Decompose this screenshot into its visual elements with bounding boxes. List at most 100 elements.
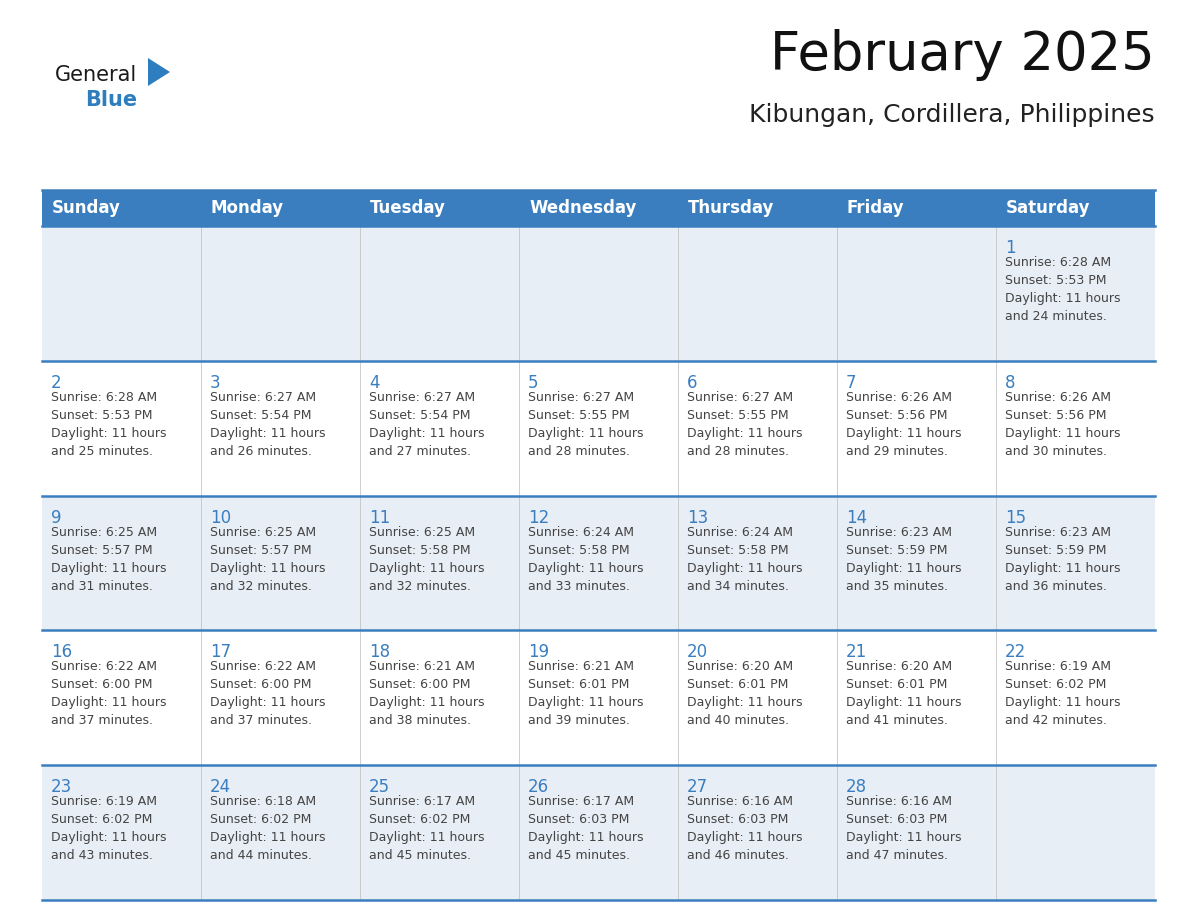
Text: and 42 minutes.: and 42 minutes. [1005,714,1107,727]
Text: Sunrise: 6:16 AM: Sunrise: 6:16 AM [687,795,794,808]
Text: and 25 minutes.: and 25 minutes. [51,445,153,458]
Text: Daylight: 11 hours: Daylight: 11 hours [369,831,485,845]
Text: 22: 22 [1005,644,1026,661]
Text: Sunrise: 6:27 AM: Sunrise: 6:27 AM [210,391,316,404]
Text: Sunset: 6:02 PM: Sunset: 6:02 PM [1005,678,1106,691]
Text: Daylight: 11 hours: Daylight: 11 hours [527,697,644,710]
Text: and 41 minutes.: and 41 minutes. [846,714,948,727]
Text: 26: 26 [527,778,549,796]
Text: 14: 14 [846,509,867,527]
Text: Sunrise: 6:24 AM: Sunrise: 6:24 AM [527,526,634,539]
Bar [42,496,1155,631]
Text: Sunset: 5:57 PM: Sunset: 5:57 PM [210,543,311,556]
Text: Sunset: 6:00 PM: Sunset: 6:00 PM [210,678,311,691]
Text: and 43 minutes.: and 43 minutes. [51,849,153,862]
Text: Sunset: 6:01 PM: Sunset: 6:01 PM [687,678,789,691]
Text: Daylight: 11 hours: Daylight: 11 hours [527,427,644,440]
Text: Wednesday: Wednesday [529,199,637,217]
Text: Daylight: 11 hours: Daylight: 11 hours [846,562,961,575]
Text: Tuesday: Tuesday [369,199,446,217]
Text: Saturday: Saturday [1006,199,1091,217]
Text: Sunrise: 6:16 AM: Sunrise: 6:16 AM [846,795,952,808]
Text: 9: 9 [51,509,62,527]
Text: Sunrise: 6:24 AM: Sunrise: 6:24 AM [687,526,794,539]
Text: Monday: Monday [211,199,284,217]
Text: Sunrise: 6:23 AM: Sunrise: 6:23 AM [846,526,952,539]
Text: 21: 21 [846,644,867,661]
Text: Daylight: 11 hours: Daylight: 11 hours [369,427,485,440]
Text: Daylight: 11 hours: Daylight: 11 hours [1005,562,1120,575]
Text: 7: 7 [846,374,857,392]
Text: Sunrise: 6:20 AM: Sunrise: 6:20 AM [846,660,952,674]
Text: Sunset: 6:01 PM: Sunset: 6:01 PM [846,678,947,691]
Text: Daylight: 11 hours: Daylight: 11 hours [687,831,803,845]
Text: Sunset: 6:00 PM: Sunset: 6:00 PM [51,678,152,691]
Text: 6: 6 [687,374,697,392]
Text: and 30 minutes.: and 30 minutes. [1005,445,1107,458]
Text: 16: 16 [51,644,72,661]
Text: Daylight: 11 hours: Daylight: 11 hours [1005,697,1120,710]
Text: Sunset: 5:58 PM: Sunset: 5:58 PM [527,543,630,556]
Text: Daylight: 11 hours: Daylight: 11 hours [1005,427,1120,440]
Text: and 35 minutes.: and 35 minutes. [846,579,948,593]
Text: Daylight: 11 hours: Daylight: 11 hours [210,427,326,440]
Text: Sunrise: 6:25 AM: Sunrise: 6:25 AM [369,526,475,539]
Text: Sunset: 6:03 PM: Sunset: 6:03 PM [527,813,630,826]
Text: 15: 15 [1005,509,1026,527]
Text: Daylight: 11 hours: Daylight: 11 hours [687,697,803,710]
Text: Sunrise: 6:25 AM: Sunrise: 6:25 AM [210,526,316,539]
Text: Daylight: 11 hours: Daylight: 11 hours [527,562,644,575]
Text: Sunrise: 6:19 AM: Sunrise: 6:19 AM [51,795,157,808]
Text: and 32 minutes.: and 32 minutes. [369,579,470,593]
Text: Sunset: 5:57 PM: Sunset: 5:57 PM [51,543,152,556]
Text: and 29 minutes.: and 29 minutes. [846,445,948,458]
Text: and 37 minutes.: and 37 minutes. [210,714,312,727]
Text: and 24 minutes.: and 24 minutes. [1005,310,1107,323]
Text: Daylight: 11 hours: Daylight: 11 hours [846,697,961,710]
Text: Daylight: 11 hours: Daylight: 11 hours [369,697,485,710]
Bar [42,631,1155,766]
Text: Daylight: 11 hours: Daylight: 11 hours [687,562,803,575]
Text: and 32 minutes.: and 32 minutes. [210,579,312,593]
Text: and 39 minutes.: and 39 minutes. [527,714,630,727]
Text: Sunrise: 6:18 AM: Sunrise: 6:18 AM [210,795,316,808]
Text: Daylight: 11 hours: Daylight: 11 hours [51,697,166,710]
Text: Blue: Blue [86,90,137,110]
Text: Sunset: 6:02 PM: Sunset: 6:02 PM [369,813,470,826]
Text: and 45 minutes.: and 45 minutes. [369,849,470,862]
Text: 8: 8 [1005,374,1016,392]
Text: 25: 25 [369,778,390,796]
Text: Sunrise: 6:23 AM: Sunrise: 6:23 AM [1005,526,1111,539]
Text: Daylight: 11 hours: Daylight: 11 hours [210,562,326,575]
Text: and 46 minutes.: and 46 minutes. [687,849,789,862]
Text: 10: 10 [210,509,232,527]
Text: Daylight: 11 hours: Daylight: 11 hours [1005,292,1120,305]
Text: and 28 minutes.: and 28 minutes. [527,445,630,458]
Text: Daylight: 11 hours: Daylight: 11 hours [846,831,961,845]
Text: General: General [55,65,138,85]
Text: and 27 minutes.: and 27 minutes. [369,445,470,458]
Text: Sunset: 5:58 PM: Sunset: 5:58 PM [687,543,789,556]
Text: and 45 minutes.: and 45 minutes. [527,849,630,862]
Text: Sunset: 5:56 PM: Sunset: 5:56 PM [1005,409,1106,421]
Text: Sunset: 6:01 PM: Sunset: 6:01 PM [527,678,630,691]
Text: 18: 18 [369,644,390,661]
Text: Sunset: 6:02 PM: Sunset: 6:02 PM [210,813,311,826]
Text: Sunrise: 6:20 AM: Sunrise: 6:20 AM [687,660,794,674]
Text: Sunset: 5:56 PM: Sunset: 5:56 PM [846,409,948,421]
Text: Sunset: 5:54 PM: Sunset: 5:54 PM [369,409,470,421]
Text: Sunset: 6:02 PM: Sunset: 6:02 PM [51,813,152,826]
Text: Sunset: 5:58 PM: Sunset: 5:58 PM [369,543,470,556]
Text: Sunrise: 6:17 AM: Sunrise: 6:17 AM [527,795,634,808]
Text: Sunrise: 6:19 AM: Sunrise: 6:19 AM [1005,660,1111,674]
Text: Sunset: 5:55 PM: Sunset: 5:55 PM [687,409,789,421]
Text: and 38 minutes.: and 38 minutes. [369,714,470,727]
Text: Sunset: 5:53 PM: Sunset: 5:53 PM [1005,274,1106,287]
Text: Sunrise: 6:26 AM: Sunrise: 6:26 AM [846,391,952,404]
Polygon shape [148,58,170,86]
Text: Daylight: 11 hours: Daylight: 11 hours [51,562,166,575]
Text: and 40 minutes.: and 40 minutes. [687,714,789,727]
Text: Sunrise: 6:28 AM: Sunrise: 6:28 AM [51,391,157,404]
Text: Sunrise: 6:27 AM: Sunrise: 6:27 AM [527,391,634,404]
Text: Sunset: 6:03 PM: Sunset: 6:03 PM [687,813,789,826]
